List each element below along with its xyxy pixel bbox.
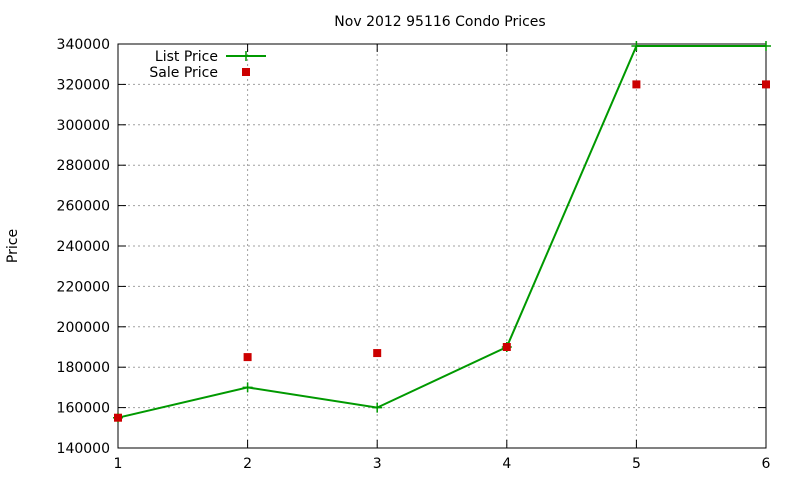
axes: 140000 160000 180000 200000 220000 240000 2600… [57,37,771,472]
data-point-plus [761,41,771,52]
series-0 [113,41,771,423]
data-point-square [502,343,511,351]
legend-label: Sale Price [149,65,218,81]
y-axis-label: Price [5,229,21,263]
y-tick-label: 180000 [57,360,110,376]
series [113,41,771,423]
data-point-plus [631,41,642,52]
y-tick-label: 200000 [57,320,110,336]
legend-label: List Price [155,49,218,65]
series-1 [114,80,770,422]
grid [118,44,766,448]
x-tick-label: 4 [502,456,511,472]
data-point-plus [372,402,383,413]
y-tick-label: 340000 [57,37,110,53]
y-tick-label: 280000 [57,158,110,174]
data-point-square [243,353,252,362]
y-tick-label: 220000 [57,279,110,295]
y-tick-label: 160000 [57,401,110,417]
chart-title: Nov 2012 95116 Condo Prices [334,14,545,30]
x-tick-label: 2 [243,456,252,472]
x-tick-label: 1 [114,456,123,472]
series-line [117,45,766,419]
data-point-square [632,80,641,89]
x-tick-label: 5 [632,456,641,472]
data-point-square [762,80,770,89]
x-tick-label: 3 [373,456,382,472]
data-point-square [114,413,122,422]
y-tick-label: 320000 [57,77,110,93]
y-tick-label: 240000 [57,239,110,255]
data-point-plus [242,382,253,393]
data-point-square [373,349,382,358]
y-tick-label: 260000 [57,199,110,215]
legend-marker-square [242,68,250,76]
y-tick-label: 300000 [57,118,110,134]
y-tick-label: 140000 [57,441,110,457]
x-tick-label: 6 [762,456,771,472]
legend-marker-plus [241,51,251,61]
